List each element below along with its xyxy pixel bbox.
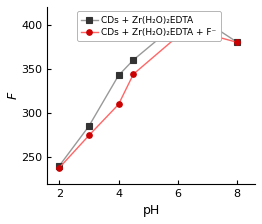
CDs + Zr(H₂O)₂EDTA + F⁻ bbox=[176, 35, 179, 37]
CDs + Zr(H₂O)₂EDTA bbox=[132, 59, 135, 61]
CDs + Zr(H₂O)₂EDTA bbox=[236, 41, 239, 44]
CDs + Zr(H₂O)₂EDTA bbox=[87, 125, 90, 127]
CDs + Zr(H₂O)₂EDTA bbox=[206, 22, 209, 24]
CDs + Zr(H₂O)₂EDTA bbox=[58, 165, 61, 167]
CDs + Zr(H₂O)₂EDTA bbox=[117, 74, 120, 77]
Legend: CDs + Zr(H₂O)₂EDTA, CDs + Zr(H₂O)₂EDTA + F⁻: CDs + Zr(H₂O)₂EDTA, CDs + Zr(H₂O)₂EDTA +… bbox=[77, 11, 221, 41]
CDs + Zr(H₂O)₂EDTA + F⁻ bbox=[87, 134, 90, 137]
CDs + Zr(H₂O)₂EDTA + F⁻ bbox=[58, 167, 61, 169]
CDs + Zr(H₂O)₂EDTA bbox=[176, 22, 179, 24]
X-axis label: pH: pH bbox=[143, 204, 160, 217]
CDs + Zr(H₂O)₂EDTA + F⁻ bbox=[206, 33, 209, 36]
CDs + Zr(H₂O)₂EDTA + F⁻ bbox=[236, 41, 239, 44]
CDs + Zr(H₂O)₂EDTA + F⁻ bbox=[117, 103, 120, 106]
Line: CDs + Zr(H₂O)₂EDTA + F⁻: CDs + Zr(H₂O)₂EDTA + F⁻ bbox=[56, 31, 240, 171]
Y-axis label: F: F bbox=[7, 92, 20, 99]
CDs + Zr(H₂O)₂EDTA + F⁻ bbox=[132, 73, 135, 75]
Line: CDs + Zr(H₂O)₂EDTA: CDs + Zr(H₂O)₂EDTA bbox=[56, 20, 240, 169]
